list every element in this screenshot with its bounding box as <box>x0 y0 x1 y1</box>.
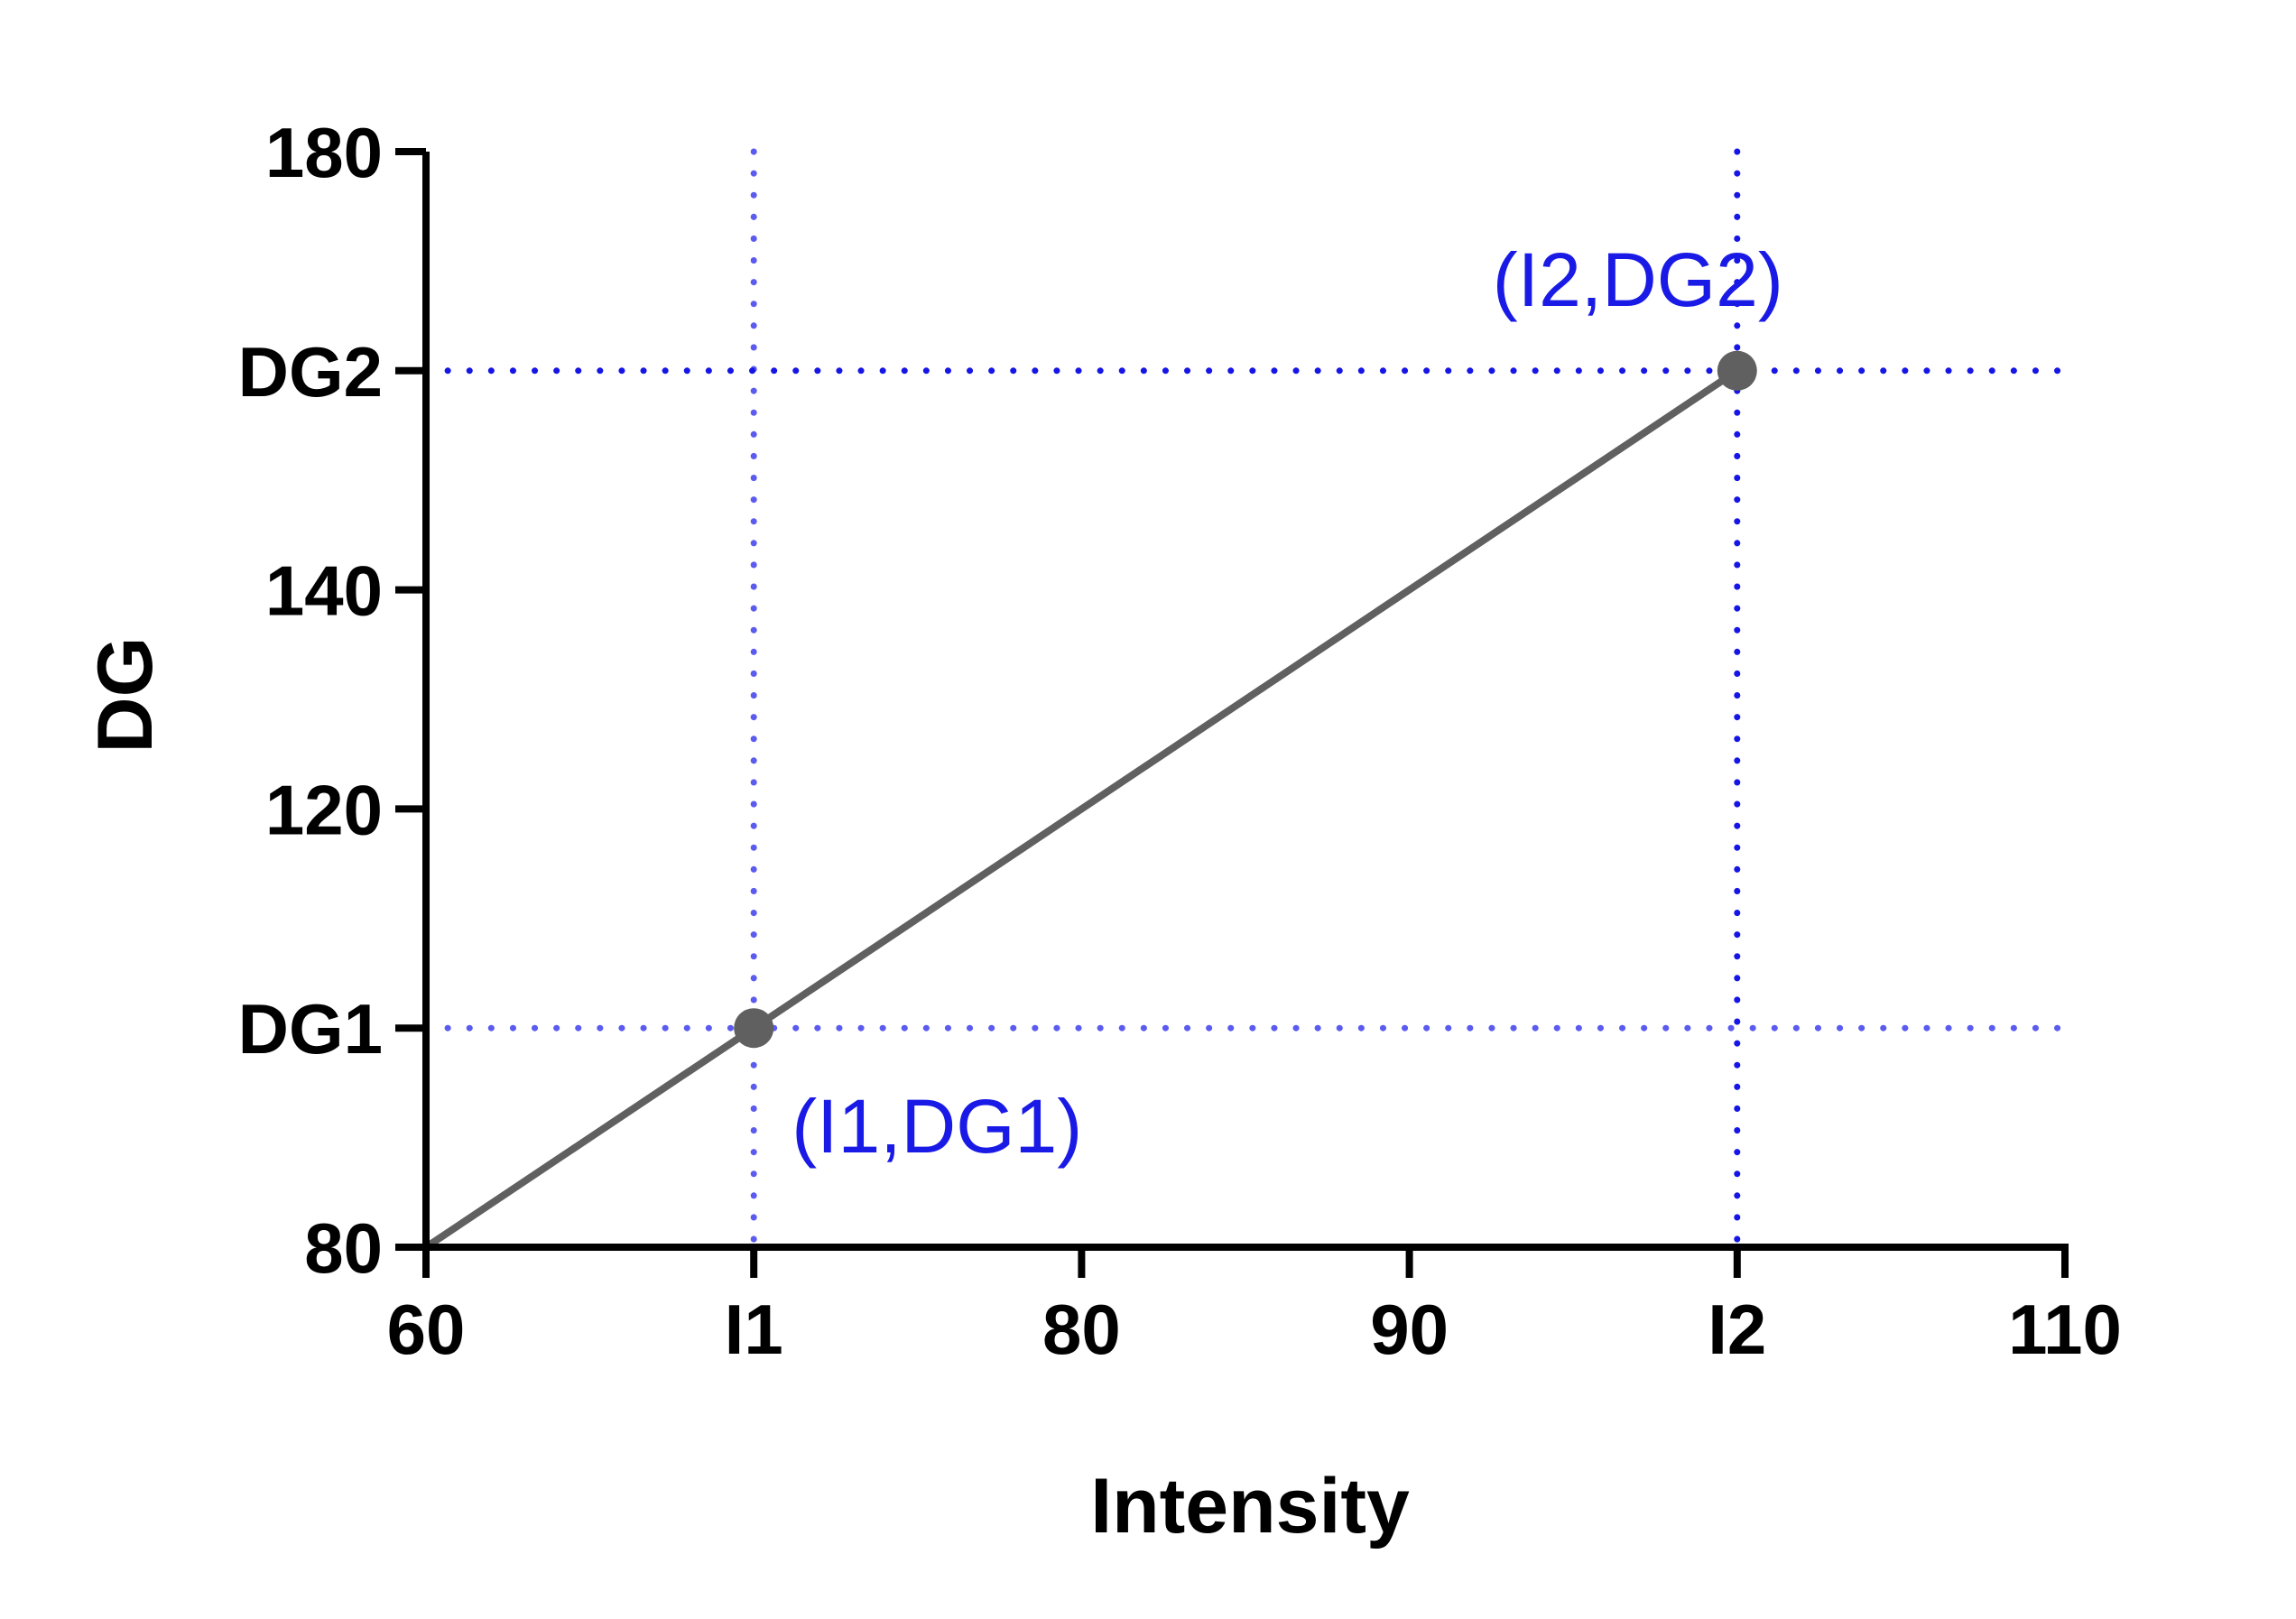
data-point-1 <box>1717 350 1757 391</box>
point-annotation-1: (I2,DG2) <box>1493 237 1783 322</box>
labels: 60 I1 80 90 I2 110 80 DG1 120 140 DG2 180 (I1,DG1) (I… <box>238 113 2122 1369</box>
y-tick-label: DG2 <box>238 332 383 412</box>
point-annotation-0: (I1,DG1) <box>792 1084 1082 1169</box>
x-tick-label: I2 <box>1708 1290 1766 1369</box>
data-point-0 <box>734 1008 774 1049</box>
x-tick-label: I1 <box>725 1290 783 1369</box>
x-axis-title: Intensity <box>1090 1463 1410 1550</box>
y-tick-label: 180 <box>265 113 383 192</box>
y-tick-label: 120 <box>265 770 383 849</box>
x-tick-label: 90 <box>1370 1290 1449 1369</box>
series-line-0 <box>422 366 1741 1251</box>
y-axis-title: DG <box>82 637 169 754</box>
reference-lines <box>422 148 2069 1251</box>
data-points <box>734 350 1757 1049</box>
y-tick-label: 80 <box>304 1208 383 1288</box>
series-layer <box>422 366 1741 1251</box>
x-tick-label: 60 <box>387 1290 466 1369</box>
x-tick-label: 80 <box>1042 1290 1121 1369</box>
y-tick-label: DG1 <box>238 989 383 1069</box>
y-tick-label: 140 <box>265 551 383 631</box>
x-tick-label: 110 <box>2008 1290 2122 1369</box>
axes <box>395 148 2069 1278</box>
